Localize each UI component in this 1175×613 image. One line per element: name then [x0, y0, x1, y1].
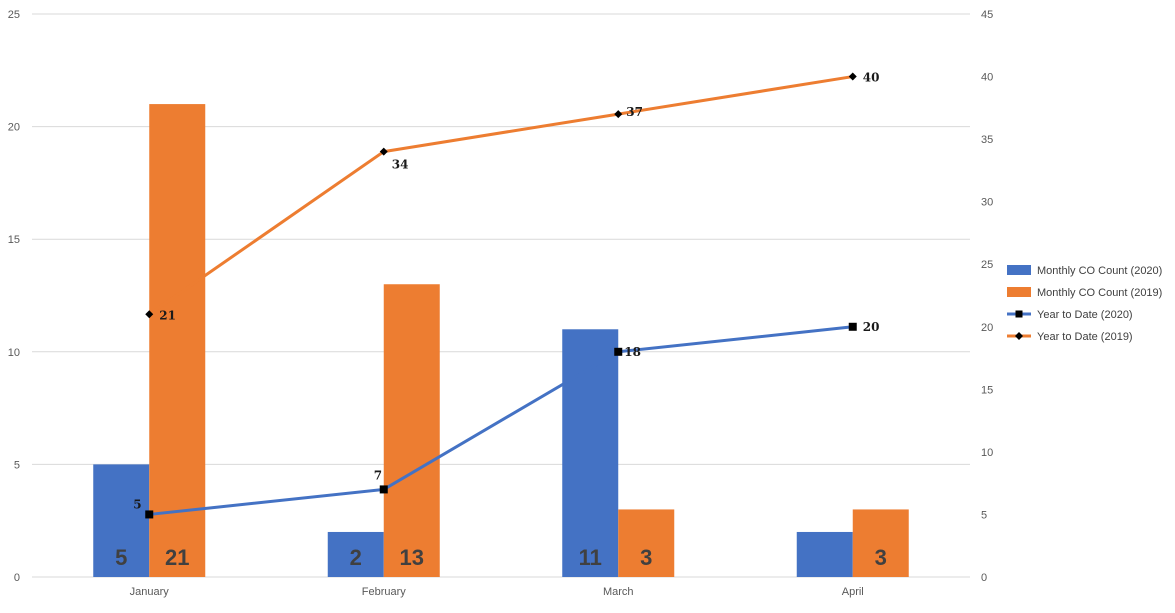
x-tick-label: March	[603, 586, 634, 598]
legend-label: Year to Date (2019)	[1037, 331, 1133, 343]
y2-tick-label: 35	[981, 134, 993, 146]
line-layer	[145, 72, 857, 519]
y2-tick-label: 45	[981, 9, 993, 21]
y-tick-label: 25	[8, 9, 20, 21]
bar	[383, 284, 440, 577]
series-line	[149, 325, 853, 516]
y-tick-label: 10	[8, 347, 20, 359]
legend-label: Year to Date (2020)	[1037, 309, 1133, 321]
y-tick-label: 0	[14, 572, 20, 584]
point-data-label: 37	[626, 105, 643, 119]
bar	[852, 509, 909, 577]
bar-data-label: 2	[350, 545, 362, 570]
y2-tick-label: 40	[981, 72, 993, 84]
y2-tick-label: 0	[981, 572, 987, 584]
series-line	[148, 75, 853, 316]
bar	[562, 329, 619, 577]
y2-tick-label: 25	[981, 259, 993, 271]
x-tick-label: February	[362, 586, 407, 598]
point-marker	[379, 485, 388, 494]
y-tick-label: 15	[8, 234, 20, 246]
point-data-label: 5	[133, 497, 141, 511]
bar-data-label: 3	[875, 545, 887, 570]
bar	[618, 509, 675, 577]
bar-data-label: 13	[400, 545, 424, 570]
x-tick-label: January	[130, 586, 170, 598]
point-data-label: 7	[374, 468, 382, 482]
point-marker	[145, 310, 154, 319]
y2-tick-label: 30	[981, 197, 993, 209]
point-marker	[848, 322, 857, 331]
bar-data-label: 3	[640, 545, 652, 570]
point-marker	[848, 72, 857, 81]
y2-tick-label: 5	[981, 509, 987, 521]
bar-layer	[93, 104, 909, 577]
point-data-label: 34	[392, 158, 409, 172]
bar	[149, 104, 206, 577]
bar	[93, 464, 150, 577]
legend-swatch	[1007, 287, 1031, 297]
y-tick-label: 20	[8, 122, 20, 134]
bar	[796, 531, 853, 577]
point-marker	[614, 110, 623, 119]
point-data-label: 18	[624, 345, 641, 359]
bar-data-label: 11	[579, 545, 602, 570]
point-data-label: 40	[863, 71, 880, 85]
point-marker	[145, 510, 154, 519]
legend: Monthly CO Count (2020) Monthly CO Count …	[1007, 265, 1162, 343]
label-layer: 5 2 11 21 13 3 3 5 7 18 20 21 34 37 40	[115, 71, 887, 570]
point-marker	[614, 347, 623, 356]
y-tick-label: 5	[14, 459, 20, 471]
y2-tick-label: 20	[981, 322, 993, 334]
bar-data-label: 21	[165, 545, 189, 570]
legend-label: Monthly CO Count (2020)	[1037, 265, 1162, 277]
legend-swatch	[1007, 265, 1031, 275]
x-tick-label: April	[842, 586, 864, 598]
y2-tick-label: 15	[981, 384, 993, 396]
y2-tick-label: 10	[981, 447, 993, 459]
legend-marker	[1015, 332, 1023, 340]
legend-label: Monthly CO Count (2019)	[1037, 287, 1162, 299]
bar	[327, 531, 384, 577]
bar-data-label: 5	[115, 545, 127, 570]
point-data-label: 20	[863, 320, 880, 334]
point-data-label: 21	[159, 308, 176, 322]
legend-marker	[1015, 310, 1023, 318]
point-marker	[379, 147, 388, 156]
